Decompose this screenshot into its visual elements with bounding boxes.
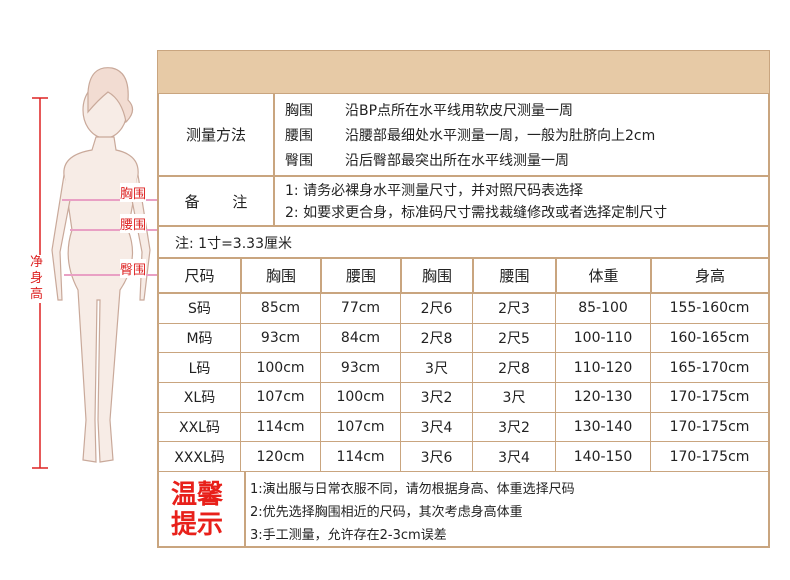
measure-label: 测量方法: [158, 93, 274, 176]
figure-label: 臀围: [120, 259, 147, 278]
measure-name: 腰围: [285, 128, 313, 144]
figure: [32, 67, 158, 469]
tip-line: 2:优先选择胸围相近的尺码，其次考虑身高体重: [250, 505, 523, 520]
table-cell: S码: [158, 293, 241, 323]
table-cell: 107cm: [321, 411, 401, 442]
table-cell: 160-165cm: [651, 322, 769, 353]
table-cell: 84cm: [321, 322, 401, 353]
table-cell: XXL码: [158, 411, 241, 442]
column-header: 体重: [556, 258, 651, 293]
table-cell: 2尺8: [473, 352, 556, 382]
table-cell: 120cm: [241, 441, 321, 471]
figure-label: 胸围: [120, 183, 147, 202]
table-cell: 100cm: [241, 352, 321, 382]
table-cell: 2尺8: [401, 322, 473, 353]
table-cell: 85-100: [556, 293, 651, 323]
table-cell: 85cm: [241, 293, 321, 323]
table-cell: 3尺4: [473, 441, 556, 471]
table-cell: 2尺6: [401, 293, 473, 323]
table-cell: 100cm: [321, 382, 401, 412]
table-cell: 107cm: [241, 382, 321, 412]
header-band: [158, 51, 769, 93]
table-cell: 3尺: [401, 352, 473, 382]
figure-label: 腰围: [120, 214, 147, 233]
table-cell: 114cm: [321, 441, 401, 471]
tips-title: 温馨 提示: [158, 471, 245, 547]
column-header: 胸围: [241, 258, 321, 293]
column-header: 胸围: [401, 258, 473, 293]
table-cell: M码: [158, 322, 241, 353]
measure-desc: 沿BP点所在水平线用软皮尺测量一周: [345, 103, 574, 119]
column-header: 尺码: [158, 258, 241, 293]
notes-label: 备 注: [158, 176, 274, 226]
table-cell: 3尺: [473, 382, 556, 412]
table-cell: 93cm: [241, 322, 321, 353]
table-cell: 165-170cm: [651, 352, 769, 382]
tip-line: 1:演出服与日常衣服不同，请勿根据身高、体重选择尺码: [250, 482, 575, 497]
measure-box: 胸围 沿BP点所在水平线用软皮尺测量一周腰围 沿腰部最细处水平测量一周，一般为肚脐向…: [274, 93, 769, 176]
measure-desc: 沿后臀部最突出所在水平线测量一周: [345, 153, 569, 169]
table-cell: 170-175cm: [651, 382, 769, 412]
table-cell: L码: [158, 352, 241, 382]
table-cell: 155-160cm: [651, 293, 769, 323]
table-cell: 140-150: [556, 441, 651, 471]
table-cell: XXXL码: [158, 441, 241, 471]
table-cell: 170-175cm: [651, 411, 769, 442]
tip-line: 3:手工测量，允许存在2-3cm误差: [250, 528, 447, 543]
table-cell: 3尺4: [401, 411, 473, 442]
measure-name: 臀围: [285, 153, 313, 169]
table-cell: 170-175cm: [651, 441, 769, 471]
table-cell: 100-110: [556, 322, 651, 353]
column-header: 身高: [651, 258, 769, 293]
measure-name: 胸围: [285, 103, 313, 119]
note-line: 2: 如要求更合身，标准码尺寸需找裁缝修改或者选择定制尺寸: [285, 205, 668, 221]
measure-desc: 沿腰部最细处水平测量一周，一般为肚脐向上2cm: [345, 128, 656, 144]
table-cell: 77cm: [321, 293, 401, 323]
tips-title-line: 温馨: [171, 480, 224, 510]
note-line: 1: 请务必裸身水平测量尺寸，并对照尺码表选择: [285, 183, 584, 199]
notes-box: 1: 请务必裸身水平测量尺寸，并对照尺码表选择 2: 如要求更合身，标准码尺寸需找…: [274, 176, 769, 226]
table-cell: 3尺2: [473, 411, 556, 442]
column-header: 腰围: [321, 258, 401, 293]
table-cell: 3尺2: [401, 382, 473, 412]
column-header: 腰围: [473, 258, 556, 293]
table-cell: 2尺5: [473, 322, 556, 353]
table-cell: 93cm: [321, 352, 401, 382]
tips-box: 1:演出服与日常衣服不同，请勿根据身高、体重选择尺码 2:优先选择胸围相近的尺码，…: [245, 471, 769, 547]
table-cell: 120-130: [556, 382, 651, 412]
height-label: 净身高: [30, 255, 52, 303]
size-table: 测量方法 胸围 沿BP点所在水平线用软皮尺测量一周腰围 沿腰部最细处水平测量一周，一…: [157, 50, 770, 548]
conversion: 注: 1寸=3.33厘米: [158, 226, 769, 258]
tips-title-line: 提示: [171, 510, 224, 540]
table-cell: 114cm: [241, 411, 321, 442]
size-grid: 尺码 胸围 腰围 胸围 腰围 体重 身高 S码 85cm 77cm 2尺6 2尺3 85-100 155-…: [158, 258, 769, 471]
table-cell: 2尺3: [473, 293, 556, 323]
table-cell: 3尺6: [401, 441, 473, 471]
table-cell: 110-120: [556, 352, 651, 382]
table-cell: XL码: [158, 382, 241, 412]
table-cell: 130-140: [556, 411, 651, 442]
